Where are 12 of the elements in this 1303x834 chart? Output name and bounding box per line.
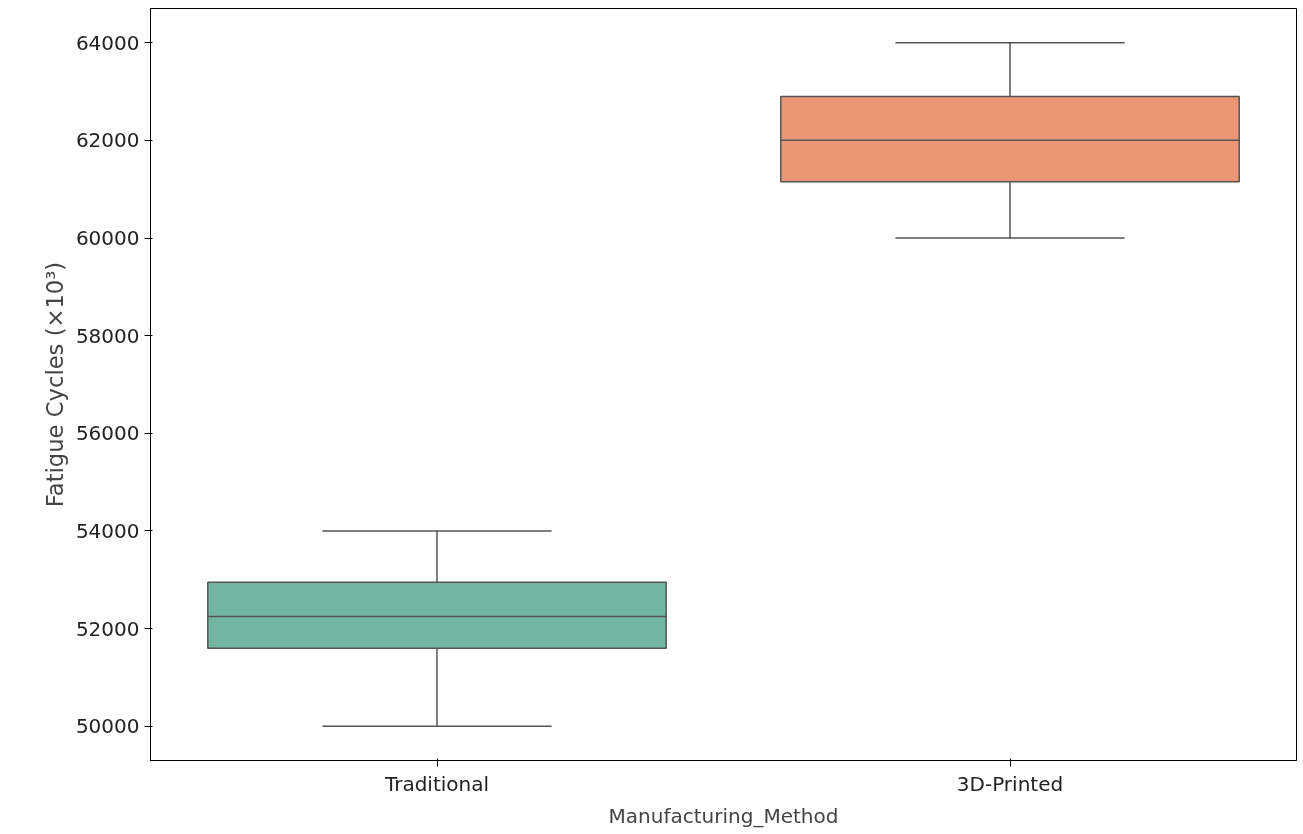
y-tick-label: 62000 <box>75 128 140 153</box>
y-tick-label: 54000 <box>75 518 140 543</box>
y-axis-title: Fatigue Cycles (×10³) <box>41 261 68 508</box>
x-tick-label: Traditional <box>383 771 490 796</box>
x-axis-title: Manufacturing_Method <box>608 803 839 828</box>
y-tick-label: 58000 <box>75 323 140 348</box>
y-tick-label: 52000 <box>75 616 140 641</box>
x-tick-label: 3D-Printed <box>956 771 1064 796</box>
y-tick-label: 60000 <box>75 226 140 251</box>
y-tick-label: 50000 <box>75 714 140 739</box>
y-tick-label: 64000 <box>75 30 140 55</box>
y-tick-label: 56000 <box>75 421 140 446</box>
